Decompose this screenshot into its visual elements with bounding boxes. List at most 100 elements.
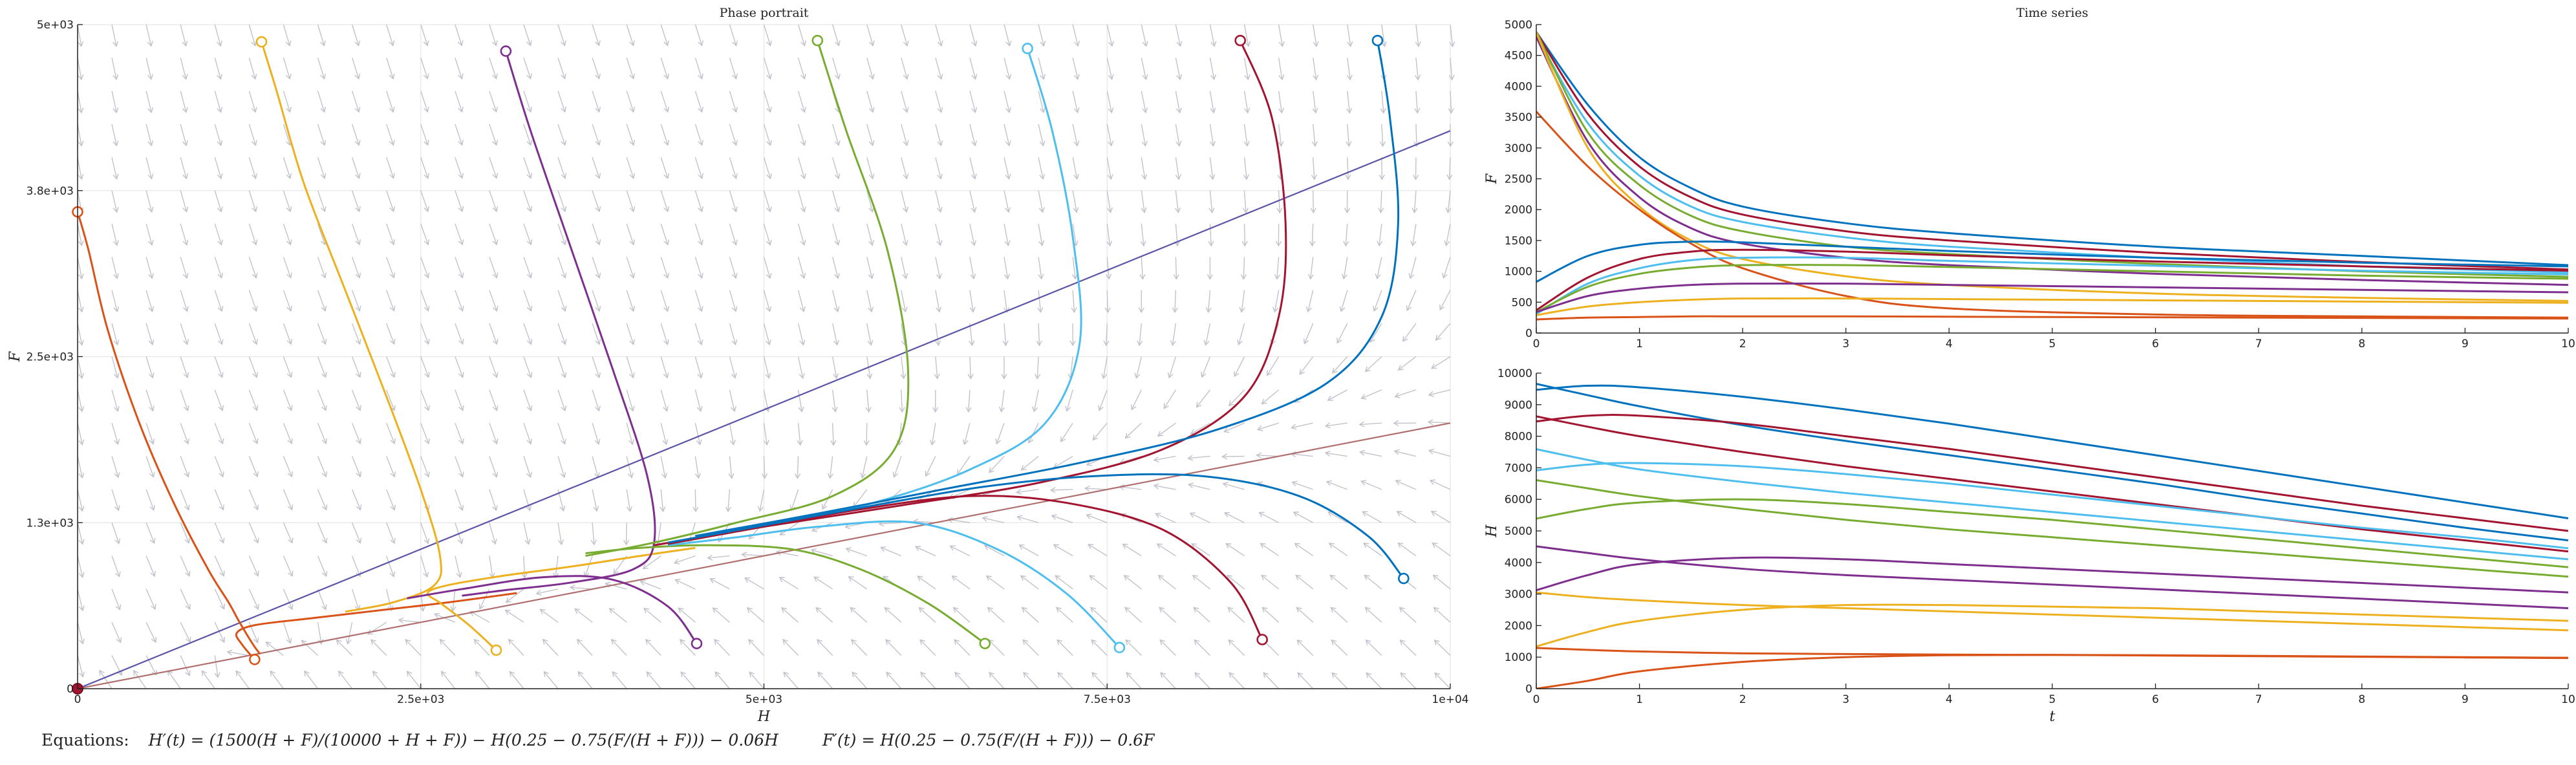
vector-arrow-head — [629, 173, 636, 180]
vector-arrow — [660, 257, 669, 279]
vector-arrow-head — [492, 305, 499, 312]
vector-arrow — [523, 523, 530, 544]
vector-arrow-head — [149, 504, 155, 512]
vector-arrow-head — [78, 572, 85, 579]
vector-arrow-head — [967, 373, 974, 380]
series-line-4 — [1536, 448, 2568, 561]
vector-arrow-head — [458, 372, 464, 378]
vector-arrow — [609, 608, 627, 623]
vector-arrow — [1207, 290, 1211, 312]
x-tick-label: 5 — [2049, 338, 2056, 350]
vector-arrow — [625, 523, 627, 545]
vector-arrow-head — [1362, 511, 1368, 517]
vector-arrow-head — [1107, 174, 1113, 180]
vector-arrow — [1381, 91, 1384, 113]
vector-arrow — [283, 190, 291, 212]
vector-arrow-head — [1346, 107, 1353, 114]
vector-arrow — [1038, 58, 1044, 80]
series-start-marker-11 — [1256, 634, 1268, 645]
vector-arrow — [1124, 607, 1142, 623]
vector-arrow — [111, 58, 117, 80]
y-tick-label: 3500 — [1505, 111, 1532, 124]
vector-arrow — [248, 190, 257, 212]
vector-arrow-head — [543, 671, 550, 677]
vector-arrow — [645, 639, 661, 656]
vector-arrow-head — [1364, 366, 1371, 372]
vector-arrow-head — [218, 372, 224, 378]
vector-arrow-head — [219, 637, 226, 643]
vector-arrow — [351, 257, 360, 278]
vector-arrow — [111, 157, 118, 179]
vector-arrow-head — [645, 638, 651, 645]
vector-arrow-head — [595, 73, 601, 80]
vector-arrow-head — [918, 607, 925, 613]
vector-arrow-head — [595, 339, 601, 345]
vector-arrow — [592, 190, 600, 212]
vector-arrow-head — [217, 107, 223, 113]
y-tick-label: 5000 — [1505, 19, 1532, 32]
series-start-marker-9 — [1113, 641, 1126, 654]
x-tick-label: 5e+03 — [746, 693, 782, 706]
vector-arrow-head — [678, 607, 684, 614]
vector-arrow — [1004, 190, 1009, 213]
series-start-marker-12 — [1371, 34, 1384, 47]
vector-arrow — [592, 356, 600, 378]
vector-arrow-head — [714, 671, 721, 678]
vector-arrow — [351, 456, 361, 477]
x-tick-label: 2 — [1739, 338, 1746, 350]
vector-arrow — [901, 290, 907, 312]
vector-arrow-head — [1163, 403, 1169, 409]
vector-arrow-head — [114, 438, 120, 446]
vector-arrow-head — [561, 106, 567, 113]
vector-arrow — [420, 356, 429, 378]
vector-arrow-head — [217, 306, 224, 312]
y-tick-label: 4000 — [1505, 557, 1532, 570]
vector-arrow-head — [389, 571, 396, 578]
vector-arrow — [420, 257, 429, 278]
vector-arrow-head — [321, 537, 328, 544]
vector-arrow — [969, 290, 974, 312]
vector-arrow-head — [457, 73, 464, 80]
vector-arrow-head — [1005, 207, 1011, 213]
vector-arrow — [1395, 480, 1417, 490]
vector-arrow — [585, 555, 593, 577]
vector-arrow — [1028, 422, 1039, 444]
vector-arrow — [145, 489, 155, 511]
vector-arrow-head — [217, 140, 223, 147]
vector-arrow-head — [595, 239, 601, 246]
vector-arrow — [1399, 607, 1417, 623]
x-tick-label: 3 — [1842, 338, 1849, 350]
vector-arrow — [674, 555, 696, 564]
vector-arrow-head — [1001, 374, 1007, 380]
vector-arrow-head — [863, 440, 870, 446]
vector-arrow-head — [673, 559, 680, 565]
vector-arrow — [1141, 91, 1146, 113]
vector-arrow-head — [355, 305, 361, 312]
vector-arrow-head — [508, 638, 514, 645]
vector-arrow-head — [1223, 512, 1230, 518]
vector-arrow-head — [1415, 41, 1421, 48]
series-start-marker-10 — [1234, 34, 1246, 47]
vector-arrow-head — [1225, 543, 1232, 549]
vector-arrow-head — [1313, 41, 1319, 47]
vector-arrow — [1072, 24, 1079, 47]
vector-arrow — [782, 639, 799, 656]
vector-arrow-head — [1310, 208, 1316, 214]
vector-arrow-head — [880, 546, 886, 552]
vector-arrow — [1294, 543, 1314, 557]
vector-arrow — [557, 290, 566, 312]
vector-arrow-head — [183, 372, 189, 379]
series-line-6 — [1536, 479, 2568, 578]
vector-arrow-head — [1408, 273, 1415, 279]
vector-arrow-head — [663, 73, 670, 80]
vector-arrow-head — [526, 372, 533, 378]
vector-arrow — [1020, 575, 1039, 590]
vector-arrow-head — [253, 637, 259, 643]
vector-arrow-head — [1057, 639, 1063, 645]
vector-arrow — [1397, 511, 1417, 523]
series-line-13 — [1536, 315, 2568, 321]
vector-arrow — [506, 588, 524, 603]
vector-arrow — [1366, 673, 1382, 689]
vector-arrow — [317, 489, 327, 510]
y-tick-label: 3000 — [1505, 588, 1532, 601]
